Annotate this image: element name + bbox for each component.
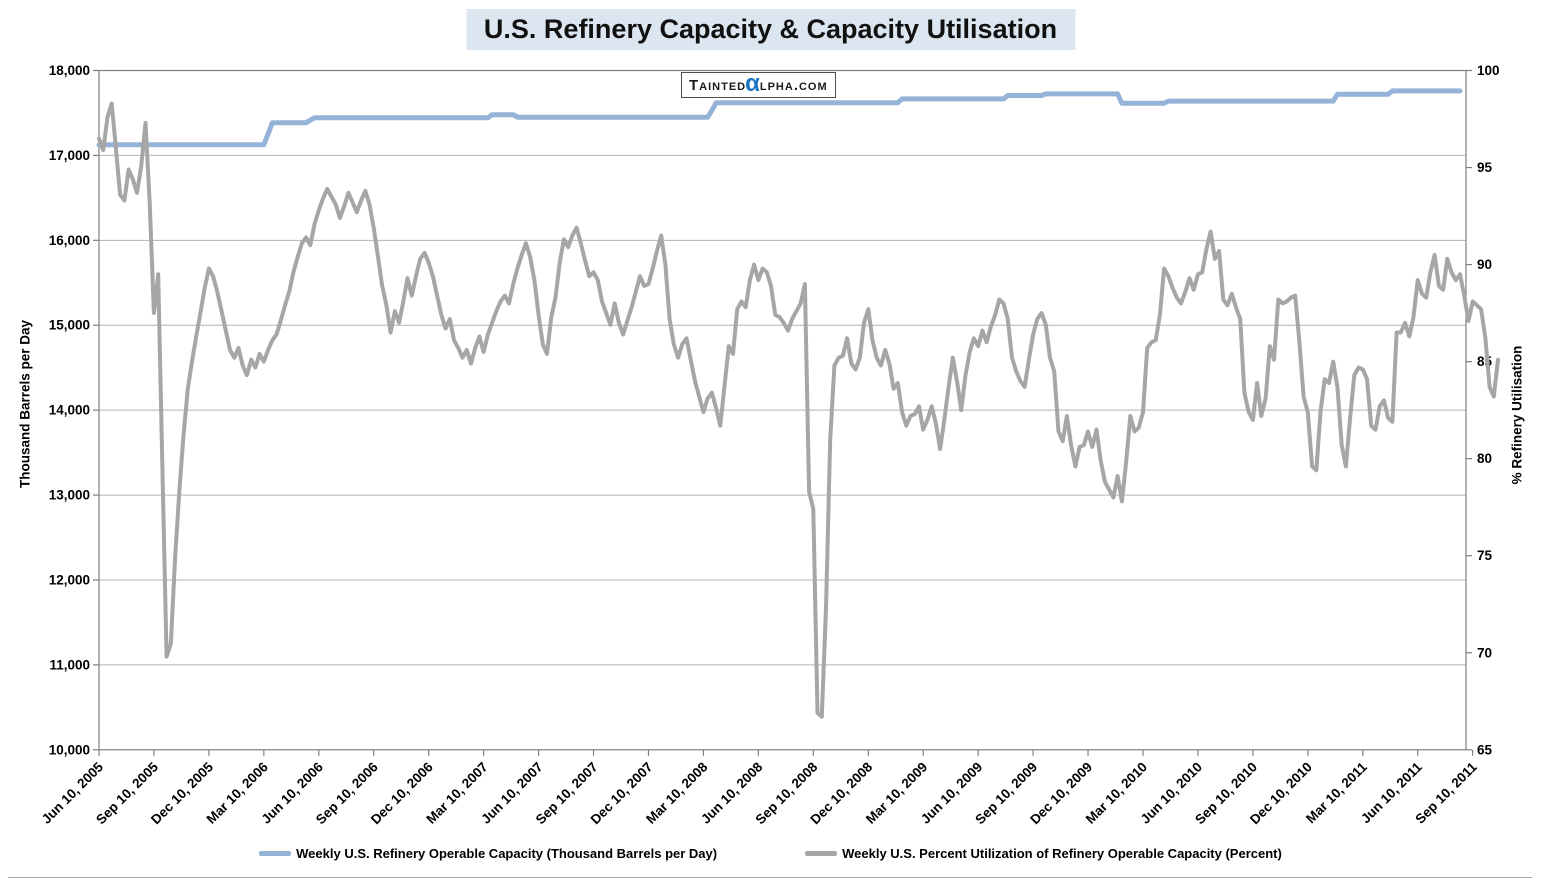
- right-axis-tick-label: 80: [1477, 451, 1492, 466]
- legend-label-capacity: Weekly U.S. Refinery Operable Capacity (…: [296, 846, 718, 861]
- legend: Weekly U.S. Refinery Operable Capacity (…: [0, 846, 1541, 861]
- right-axis-title: % Refinery Utilisation: [1509, 345, 1525, 485]
- right-axis-tick-label: 95: [1477, 160, 1493, 175]
- legend-item-capacity: Weekly U.S. Refinery Operable Capacity (…: [259, 846, 717, 861]
- legend-item-utilization: Weekly U.S. Percent Utilization of Refin…: [805, 846, 1282, 861]
- right-axis-tick-label: 100: [1477, 63, 1500, 78]
- right-axis-tick-label: 65: [1477, 742, 1493, 757]
- taintedalpha-watermark: Tainted α lpha.com: [681, 72, 836, 98]
- left-axis-tick-label: 16,000: [49, 233, 90, 248]
- chart-frame-bottom-border: [8, 877, 1532, 878]
- left-axis-tick-label: 11,000: [49, 657, 90, 672]
- watermark-text-2: lpha.com: [759, 76, 828, 94]
- capacity-line-swatch: [259, 851, 292, 856]
- alpha-glyph: α: [745, 70, 761, 97]
- left-axis-tick-label: 13,000: [49, 488, 90, 503]
- left-axis-tick-label: 18,000: [49, 63, 90, 78]
- right-axis-tick-label: 75: [1477, 548, 1493, 563]
- left-axis-tick-label: 10,000: [49, 742, 90, 757]
- right-axis-tick-label: 70: [1477, 645, 1492, 660]
- chart-title: U.S. Refinery Capacity & Capacity Utilis…: [465, 9, 1076, 50]
- left-axis-tick-label: 17,000: [49, 148, 90, 163]
- right-axis-tick-label: 90: [1477, 257, 1492, 272]
- legend-label-utilization: Weekly U.S. Percent Utilization of Refin…: [842, 846, 1282, 861]
- left-axis-title: Thousand Barrels per Day: [17, 319, 33, 489]
- watermark-text-1: Tainted: [689, 76, 747, 94]
- left-axis-tick-label: 14,000: [49, 403, 90, 418]
- left-axis-tick-label: 12,000: [49, 572, 90, 587]
- capacity-line: [96, 88, 1463, 148]
- right-axis-tick-label: 85: [1477, 354, 1493, 369]
- left-axis-tick-label: 15,000: [49, 318, 90, 333]
- utilization-line: [97, 101, 1500, 719]
- utilization-line-swatch: [805, 851, 838, 856]
